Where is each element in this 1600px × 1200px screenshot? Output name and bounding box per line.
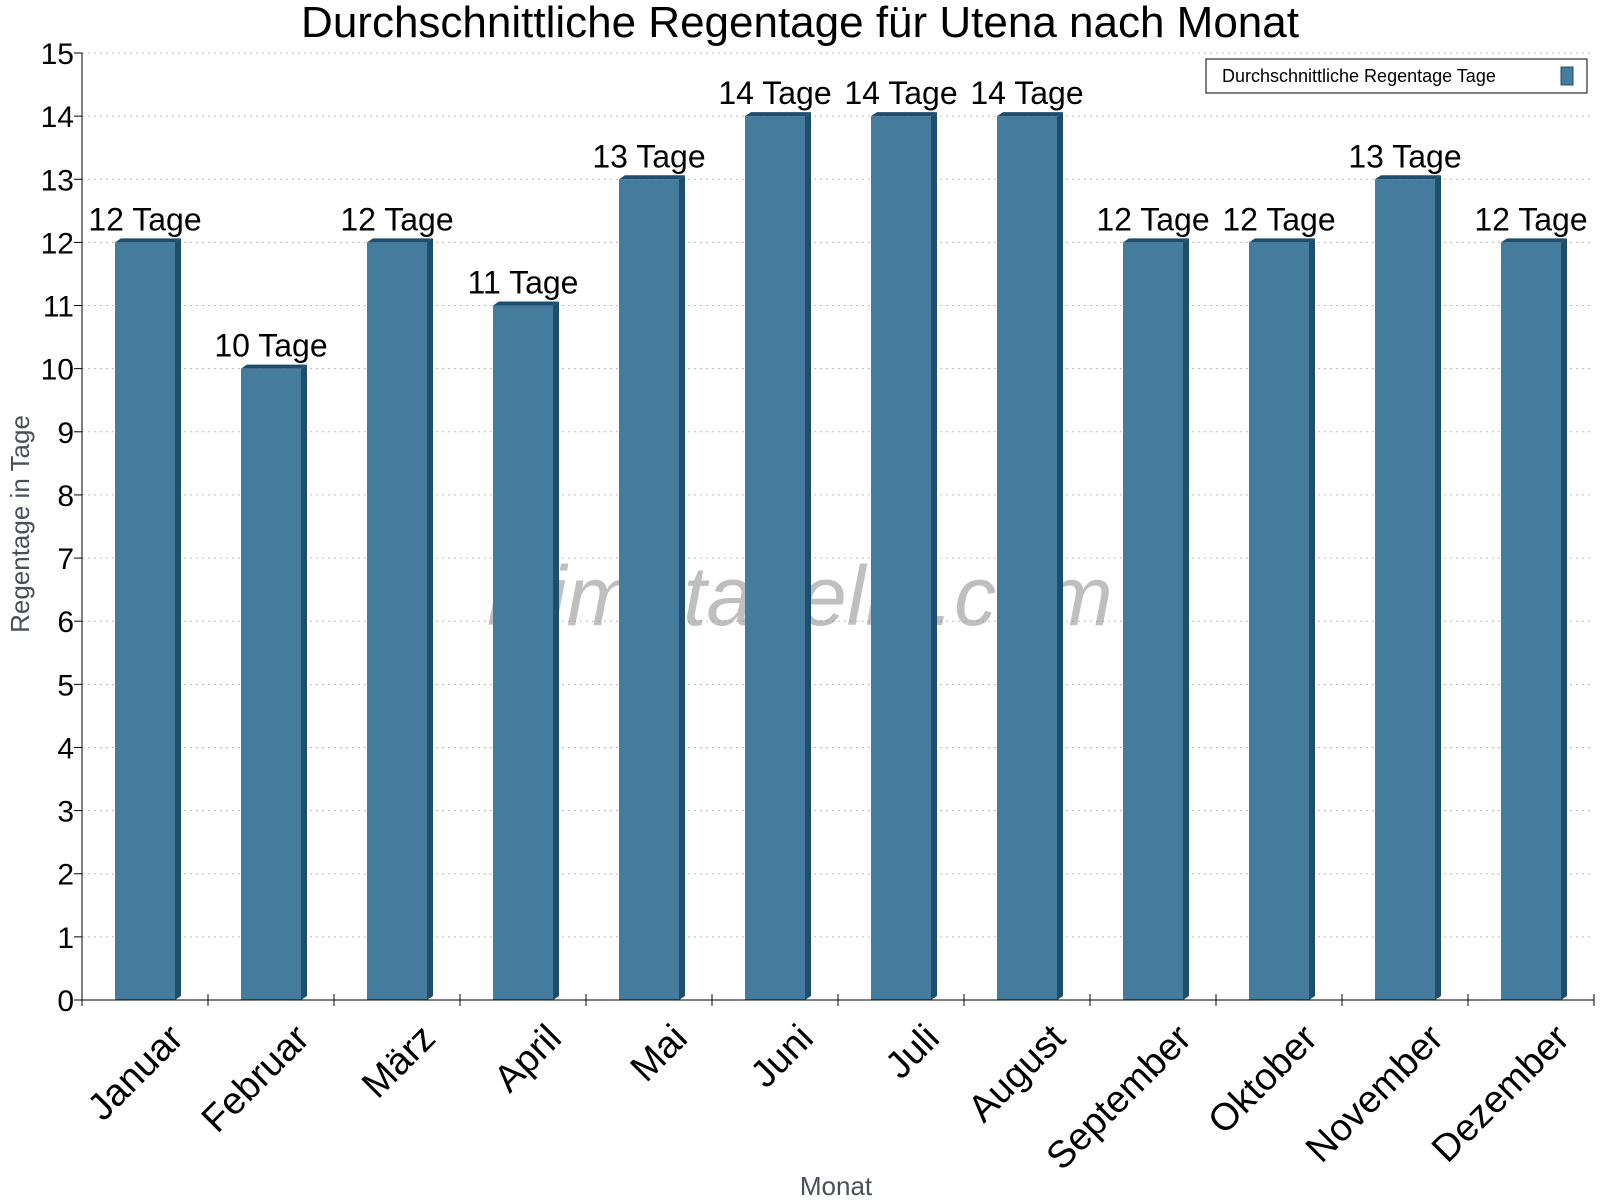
legend: Durchschnittliche Regentage Tage bbox=[1205, 58, 1588, 94]
x-tick-label: März bbox=[354, 1017, 443, 1106]
bar-top bbox=[1501, 238, 1567, 243]
bar-labels: 12 Tage 10 Tage 12 Tage 11 Tage 13 Tage 14 Ta… bbox=[88, 75, 1587, 364]
x-tick-label: Juli bbox=[878, 1017, 948, 1087]
y-tick-label: 4 bbox=[57, 732, 74, 765]
bar-top bbox=[997, 112, 1063, 117]
y-tick-label: 5 bbox=[57, 669, 74, 702]
bar bbox=[871, 116, 931, 1001]
bars bbox=[115, 112, 1567, 1001]
bar-side bbox=[1561, 238, 1567, 1000]
y-tick-label: 1 bbox=[57, 922, 74, 955]
x-tick-label: Oktober bbox=[1200, 1017, 1326, 1143]
bar bbox=[1375, 179, 1435, 1000]
y-tick-label: 10 bbox=[41, 354, 74, 387]
y-tick-label: 9 bbox=[57, 417, 74, 450]
bar-value-label: 12 Tage bbox=[1222, 201, 1335, 237]
bar-side bbox=[301, 364, 307, 1001]
x-tick-label: Dezember bbox=[1424, 1017, 1578, 1171]
bar-value-label: 12 Tage bbox=[1474, 201, 1587, 237]
bar-value-label: 13 Tage bbox=[1348, 138, 1461, 174]
bar-august bbox=[997, 112, 1063, 1001]
bar-top bbox=[619, 175, 685, 180]
x-tick-label: Juni bbox=[743, 1017, 822, 1096]
bar-side bbox=[1057, 112, 1063, 1001]
bar-top bbox=[493, 301, 559, 306]
x-tick-label: August bbox=[960, 1017, 1074, 1131]
bar-value-label: 12 Tage bbox=[340, 201, 453, 237]
bar-side bbox=[553, 301, 559, 1000]
y-tick-label: 7 bbox=[57, 543, 74, 576]
bar-juni bbox=[745, 112, 811, 1001]
bar-value-label: 12 Tage bbox=[88, 201, 201, 237]
x-tick-label: November bbox=[1298, 1017, 1452, 1171]
chart-title: Durchschnittliche Regentage für Utena na… bbox=[301, 0, 1299, 47]
bar-side bbox=[931, 112, 937, 1001]
x-axis-label: Monat bbox=[800, 1171, 873, 1200]
x-tick-label: April bbox=[486, 1017, 569, 1100]
y-tick-label: 6 bbox=[57, 606, 74, 639]
bar-top bbox=[241, 364, 307, 369]
bar bbox=[1249, 242, 1309, 1000]
y-tick-label: 0 bbox=[57, 985, 74, 1018]
bar bbox=[1123, 242, 1183, 1000]
bar bbox=[619, 179, 679, 1000]
bar-side bbox=[1183, 238, 1189, 1000]
bar bbox=[1501, 242, 1561, 1000]
bar-top bbox=[115, 238, 181, 243]
y-tick-label: 15 bbox=[41, 38, 74, 71]
legend-label: Durchschnittliche Regentage Tage bbox=[1222, 66, 1496, 86]
y-tick-label: 13 bbox=[41, 164, 74, 197]
y-axis-label: Regentage in Tage bbox=[5, 415, 35, 633]
x-tick-label: Januar bbox=[80, 1017, 192, 1129]
y-tick-label: 2 bbox=[57, 859, 74, 892]
x-tick-label: Februar bbox=[194, 1017, 318, 1141]
y-tick-label: 8 bbox=[57, 480, 74, 513]
bar-mai bbox=[619, 175, 685, 1000]
bar bbox=[115, 242, 175, 1000]
bar-top bbox=[1375, 175, 1441, 180]
bar-value-label: 14 Tage bbox=[970, 75, 1083, 111]
legend-swatch bbox=[1560, 66, 1574, 86]
bar-märz bbox=[367, 238, 433, 1000]
bar bbox=[493, 305, 553, 1000]
bar-top bbox=[1249, 238, 1315, 243]
bar-top bbox=[871, 112, 937, 117]
legend-box bbox=[1205, 58, 1588, 94]
bar-september bbox=[1123, 238, 1189, 1000]
y-tick-label: 11 bbox=[43, 291, 74, 324]
bar-februar bbox=[241, 364, 307, 1001]
bar bbox=[997, 116, 1057, 1001]
bar-april bbox=[493, 301, 559, 1000]
bar-januar bbox=[115, 238, 181, 1000]
bar bbox=[241, 368, 301, 1001]
grid-lines bbox=[82, 52, 1594, 938]
bar-value-label: 14 Tage bbox=[718, 75, 831, 111]
bar-november bbox=[1375, 175, 1441, 1000]
bar-dezember bbox=[1501, 238, 1567, 1000]
bar-side bbox=[805, 112, 811, 1001]
bar-value-label: 12 Tage bbox=[1096, 201, 1209, 237]
axes bbox=[74, 52, 1595, 1006]
x-tick-label: Mai bbox=[623, 1017, 696, 1090]
bar-value-label: 11 Tage bbox=[468, 265, 579, 301]
bar-side bbox=[1309, 238, 1315, 1000]
bar-top bbox=[367, 238, 433, 243]
bar-top bbox=[1123, 238, 1189, 243]
bar-side bbox=[175, 238, 181, 1000]
bar-side bbox=[679, 175, 685, 1000]
bar-top bbox=[745, 112, 811, 117]
bar-value-label: 14 Tage bbox=[844, 75, 957, 111]
bar bbox=[367, 242, 427, 1000]
bar-value-label: 13 Tage bbox=[592, 138, 705, 174]
bar-value-label: 10 Tage bbox=[214, 328, 327, 364]
y-tick-label: 12 bbox=[41, 227, 74, 260]
y-tick-label: 14 bbox=[41, 101, 74, 134]
bar-side bbox=[1435, 175, 1441, 1000]
bar-juli bbox=[871, 112, 937, 1001]
bar-oktober bbox=[1249, 238, 1315, 1000]
bar-side bbox=[427, 238, 433, 1000]
y-tick-label: 3 bbox=[57, 796, 74, 829]
bar bbox=[745, 116, 805, 1001]
